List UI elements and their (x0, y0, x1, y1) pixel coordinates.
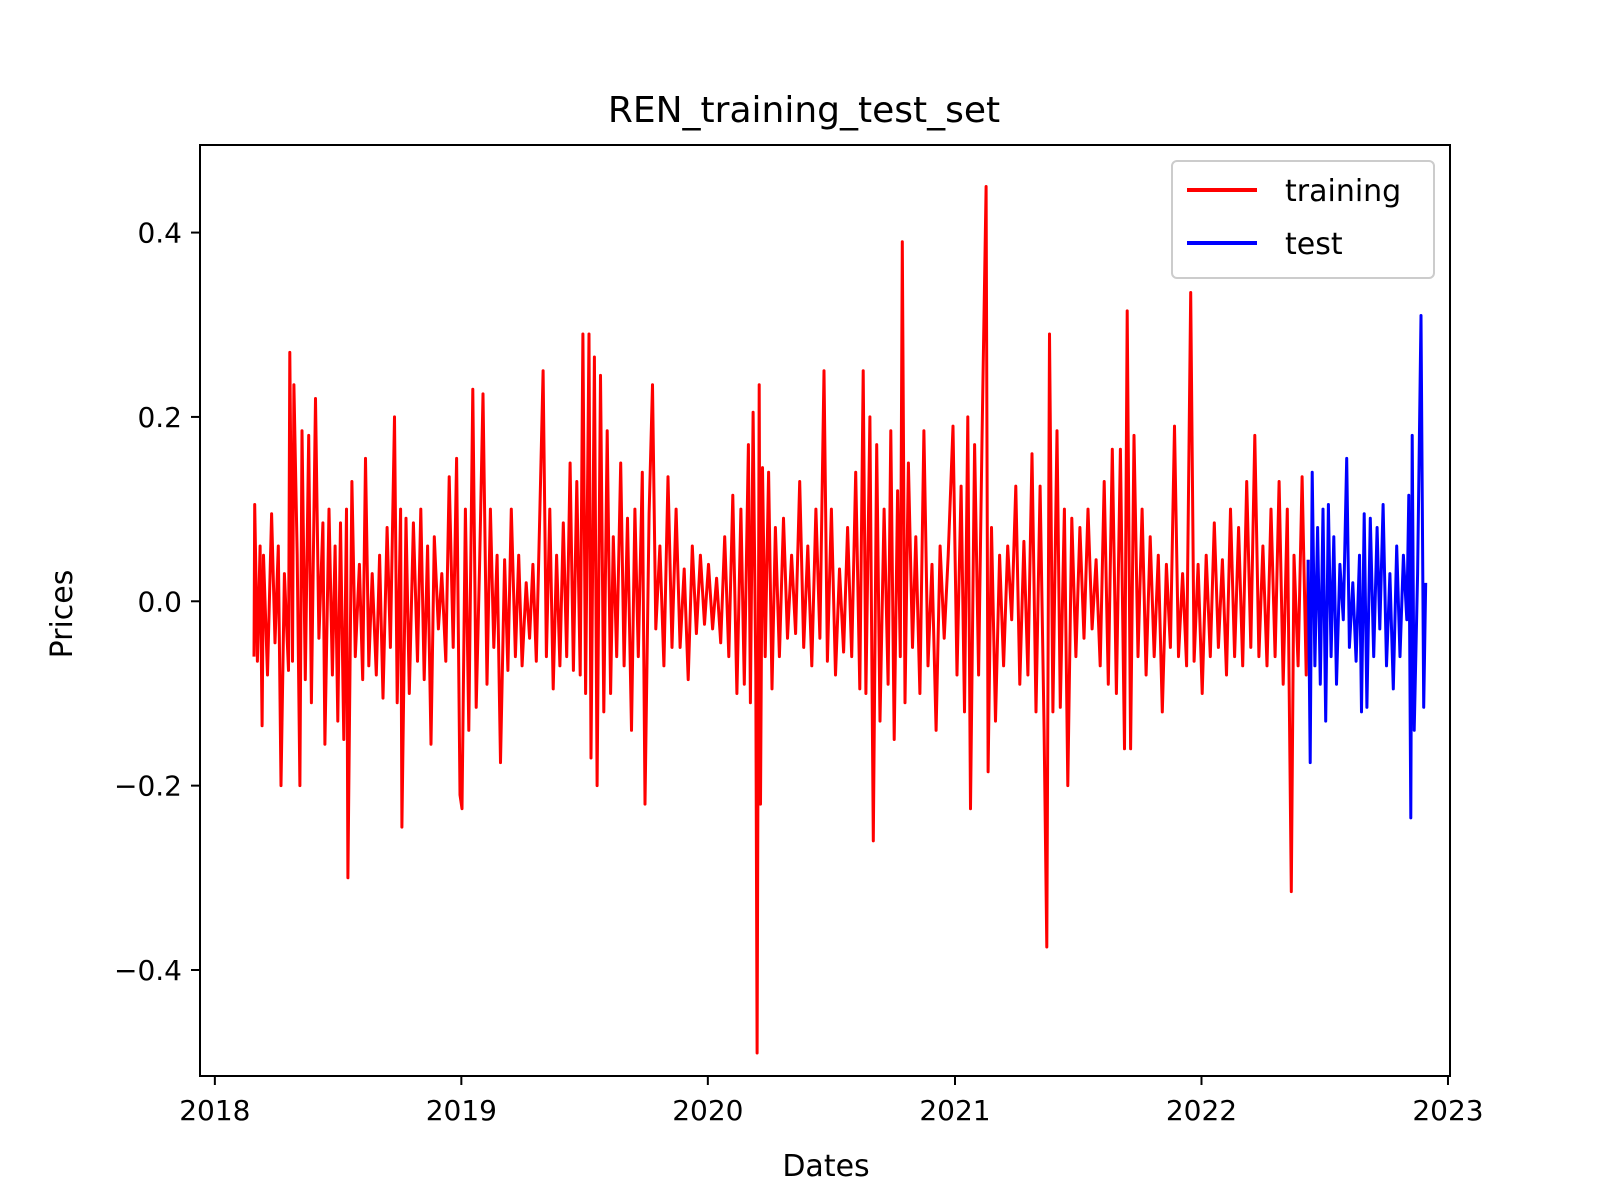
legend-label-test: test (1285, 227, 1343, 262)
series-layer (252, 185, 1428, 1055)
x-tick-label: 2021 (919, 1094, 990, 1127)
x-tick-label: 2022 (1166, 1094, 1237, 1127)
legend-label-training: training (1285, 174, 1401, 209)
y-tick-label: 0.0 (137, 585, 182, 618)
series-line-training (252, 185, 1310, 1055)
legend: training test (1171, 160, 1435, 279)
x-axis: 2018 2019 2020 2021 2022 2023 (179, 1076, 1484, 1127)
y-axis-title: Prices (45, 570, 80, 659)
y-axis: −0.4 −0.2 0.0 0.2 0.4 (114, 217, 200, 987)
chart-title: REN_training_test_set (608, 90, 1000, 131)
y-tick-label: −0.2 (114, 770, 182, 803)
x-tick-label: 2020 (672, 1094, 743, 1127)
x-tick-label: 2018 (179, 1094, 250, 1127)
plot-area-frame (199, 144, 1451, 1077)
x-tick-label: 2019 (426, 1094, 497, 1127)
series-line-test (1306, 314, 1428, 820)
y-tick-label: −0.4 (114, 954, 182, 987)
x-tick-label: 2023 (1412, 1094, 1483, 1127)
x-axis-title: Dates (782, 1149, 869, 1184)
y-tick-label: 0.4 (137, 217, 182, 250)
y-tick-label: 0.2 (137, 401, 182, 434)
